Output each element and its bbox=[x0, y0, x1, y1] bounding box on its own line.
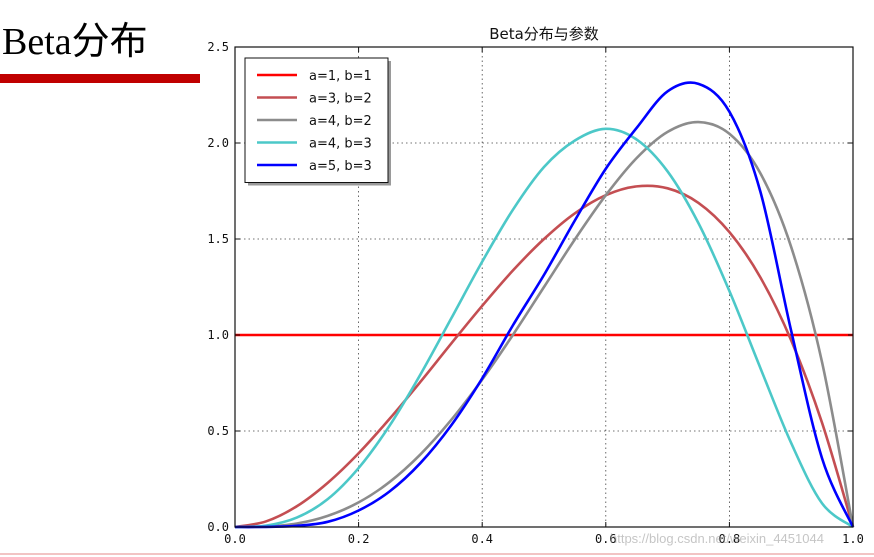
plot-frame bbox=[234, 46, 854, 528]
grid-lines bbox=[235, 47, 853, 527]
slide-title: Beta分布 bbox=[2, 21, 148, 63]
y-tick-label: 2.0 bbox=[207, 136, 229, 150]
series-line-4 bbox=[234, 127, 854, 529]
series-line-5 bbox=[234, 81, 855, 529]
x-tick-label: 0.8 bbox=[719, 532, 741, 546]
x-tick-label: 0.2 bbox=[348, 532, 370, 546]
series-line-2 bbox=[234, 184, 855, 529]
y-tick-label: 0.0 bbox=[207, 520, 229, 534]
legend-label-3: a=4, b=2 bbox=[309, 114, 372, 129]
y-tick-label: 2.5 bbox=[207, 40, 229, 54]
bottom-rule bbox=[0, 553, 874, 555]
watermark: https://blog.csdn.net/weixin_4451044 bbox=[610, 531, 824, 546]
x-tick-label: 0.6 bbox=[595, 532, 617, 546]
distribution-curves bbox=[234, 81, 855, 529]
legend-label-5: a=5, b=3 bbox=[309, 159, 372, 174]
legend-label-4: a=4, b=3 bbox=[309, 137, 372, 152]
chart-title: Beta分布与参数 bbox=[489, 25, 599, 43]
y-tick-label: 1.0 bbox=[207, 328, 229, 342]
legend-label-1: a=1, b=1 bbox=[309, 69, 372, 84]
axis-ticks: 0.0 0.2 0.4 0.6 0.8 1.0 0.0 0.5 1.0 1.5 2.0 2.5 bbox=[207, 40, 864, 546]
legend-label-2: a=3, b=2 bbox=[309, 92, 372, 107]
y-tick-label: 1.5 bbox=[207, 232, 229, 246]
x-tick-label: 0.4 bbox=[471, 532, 493, 546]
legend: a=1, b=1 a=3, b=2 a=4, b=2 a=4, b=3 a=5, b=3 bbox=[244, 57, 391, 186]
x-tick-label: 1.0 bbox=[842, 532, 864, 546]
title-underline bbox=[0, 74, 200, 83]
series-line-3 bbox=[234, 120, 855, 529]
y-tick-label: 0.5 bbox=[207, 424, 229, 438]
x-tick-label: 0.0 bbox=[224, 532, 246, 546]
